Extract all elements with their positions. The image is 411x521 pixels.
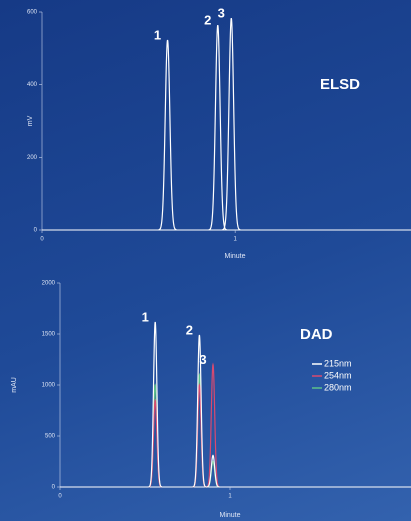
peak — [192, 334, 207, 488]
x-tick-label: 0 — [58, 494, 62, 500]
peak — [158, 39, 177, 231]
y-axis-label: mAU — [11, 377, 18, 393]
peak — [192, 372, 207, 488]
peak-label: 2 — [204, 13, 211, 28]
peak-label: 1 — [154, 27, 161, 42]
peak — [208, 24, 228, 231]
peak — [148, 398, 163, 488]
peak — [206, 362, 220, 488]
peak-label: 2 — [186, 322, 193, 337]
peak — [206, 454, 220, 488]
legend-label: 280nm — [324, 382, 352, 392]
x-axis-label: Minute — [224, 253, 245, 260]
peak — [221, 18, 241, 231]
x-tick-label: 1 — [233, 237, 237, 243]
y-tick-label: 400 — [27, 82, 38, 88]
peak-label: 3 — [218, 6, 225, 21]
chart-title: ELSD — [320, 76, 360, 93]
peak-label: 1 — [142, 309, 149, 324]
y-tick-label: 2000 — [42, 281, 56, 287]
chart-title: DAD — [300, 326, 333, 343]
y-tick-label: 500 — [45, 434, 56, 440]
y-tick-label: 600 — [27, 10, 38, 16]
peak-label: 3 — [199, 352, 206, 367]
x-axis-label: Minute — [219, 512, 240, 519]
x-tick-label: 0 — [40, 237, 44, 243]
legend-label: 215nm — [324, 358, 352, 368]
peak — [192, 383, 207, 488]
x-tick-label: 1 — [228, 494, 232, 500]
y-tick-label: 0 — [34, 228, 38, 234]
y-tick-label: 1500 — [42, 332, 56, 338]
y-tick-label: 200 — [27, 155, 38, 161]
y-axis-label: mV — [27, 115, 34, 126]
y-tick-label: 1000 — [42, 383, 56, 389]
peak — [148, 321, 163, 488]
y-tick-label: 0 — [52, 485, 56, 491]
legend-label: 254nm — [324, 370, 352, 380]
